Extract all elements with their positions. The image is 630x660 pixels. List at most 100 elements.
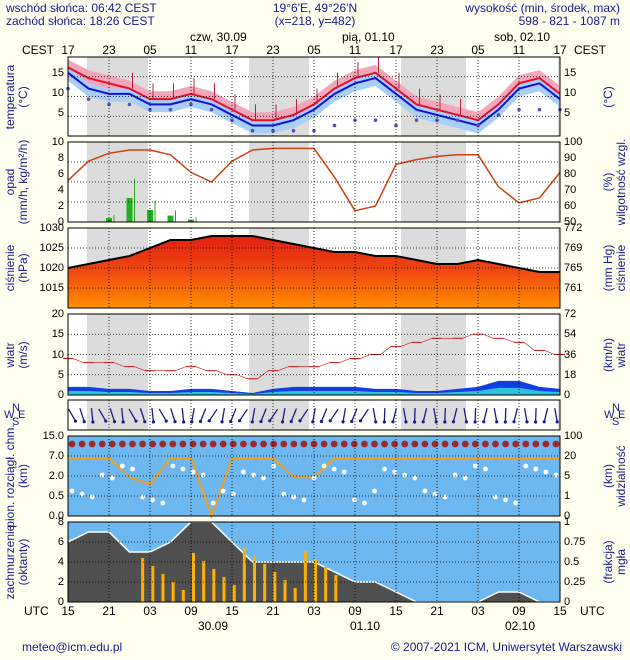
left-tick-precip: 6 — [57, 168, 64, 180]
left-label-wind: (m/s) — [16, 340, 30, 369]
left-tick-wind: 20 — [51, 308, 64, 320]
cloud-base-point — [543, 469, 549, 475]
left-tick-precip: 4 — [57, 184, 64, 196]
cloud-base-point — [99, 472, 105, 478]
gust-link — [462, 333, 474, 339]
cloud-top-point — [260, 440, 267, 448]
cloud-top-point — [512, 440, 520, 448]
right-tick-visibility: 0 — [564, 510, 571, 522]
wind-direction-arrow — [128, 408, 137, 422]
dewpoint-point — [537, 107, 542, 112]
right-tick-visibility: 20 — [564, 450, 577, 462]
wind-direction-head — [421, 420, 425, 424]
wind-direction-head — [358, 419, 363, 423]
gust-link — [359, 354, 371, 359]
wind-direction-head — [555, 420, 559, 424]
left-tick-pressure: 1025 — [39, 242, 64, 254]
bottom-hour-label: 15 — [389, 604, 403, 618]
gust-link — [523, 342, 535, 351]
cloud-top-point — [119, 440, 126, 448]
compass-right-w: W — [604, 409, 615, 421]
cloud-top-point — [68, 440, 76, 448]
cloud-base-point — [220, 488, 226, 494]
wind-direction-arrow — [452, 408, 458, 422]
left-tick-cloud: 8 — [57, 516, 64, 528]
fog-bar — [253, 556, 256, 602]
wind-direction-arrow — [158, 408, 167, 422]
left-tick-temperature: 15 — [51, 67, 64, 79]
dewpoint-point — [312, 128, 316, 133]
fog-bar — [283, 580, 287, 602]
top-hour-label: 17 — [553, 43, 567, 57]
right-tick-cloud: 0.25 — [564, 576, 586, 588]
wind-direction-head — [82, 420, 86, 424]
cloud-top-point — [78, 440, 86, 448]
gust-link — [216, 370, 228, 376]
sunrise-text: wschód słońca: 06:42 CEST — [6, 1, 157, 15]
left-label-precip: opad — [3, 168, 17, 196]
dewpoint-point — [517, 107, 521, 112]
right-tick-wind: 54 — [564, 328, 577, 341]
wind-direction-head — [542, 420, 546, 424]
wind-direction-arrow — [191, 407, 195, 423]
left-label-wind: wiatr — [3, 341, 17, 368]
left-tick-visibility: 2.0 — [48, 470, 64, 482]
wind-direction-head — [350, 419, 354, 424]
dewpoint-point — [168, 107, 173, 112]
cloud-top-point — [129, 440, 136, 448]
compass-right-s: S — [612, 416, 620, 428]
right-tick-precip: 80 — [564, 168, 577, 180]
cloud-base-point — [331, 466, 337, 472]
wind-direction-head — [237, 419, 242, 423]
right-tick-temperature: 10 — [564, 87, 577, 99]
cloud-base-point — [472, 463, 478, 469]
wind-direction-head — [173, 420, 177, 424]
top-hour-label: 23 — [102, 43, 116, 57]
left-tick-visibility: 7.0 — [48, 450, 64, 462]
precip-bar — [167, 215, 174, 222]
fog-bar — [161, 574, 165, 602]
right-label-wind: (km/h) — [601, 337, 615, 372]
cloud-top-point — [209, 440, 217, 448]
wind-direction-head — [104, 419, 108, 423]
right-tick-wind: 18 — [564, 368, 577, 381]
fog-bar — [181, 590, 185, 602]
left-label-temperature: (°C) — [16, 85, 30, 108]
bottom-hour-label: 15 — [553, 604, 567, 618]
cloud-base-point — [69, 488, 75, 494]
wind-direction-arrow — [238, 408, 248, 422]
wind-direction-head — [151, 420, 155, 424]
wind-direction-head — [525, 420, 529, 424]
cloud-base-point — [503, 497, 508, 503]
wind-direction-arrow — [392, 408, 397, 422]
cloud-top-point — [532, 440, 540, 448]
wind-direction-head — [289, 419, 293, 424]
dewpoint-point — [455, 118, 460, 122]
fog-bar — [263, 564, 267, 602]
left-tick-precip: 0 — [57, 216, 64, 228]
left-tick-temperature: 10 — [51, 87, 64, 99]
left-tick-precip: 10 — [51, 136, 64, 148]
footer-email[interactable]: meteo@icm.edu.pl — [22, 640, 123, 654]
left-tick-precip: 2 — [57, 200, 64, 212]
wind-direction-head — [73, 419, 78, 423]
right-tick-visibility: 5 — [564, 470, 571, 482]
dewpoint-point — [86, 97, 91, 101]
right-tick-pressure: 769 — [564, 242, 583, 254]
cloud-top-point — [492, 440, 499, 448]
right-tick-wind: 0 — [564, 389, 571, 401]
bottom-hour-label: 03 — [143, 604, 157, 618]
left-tick-temperature: 5 — [57, 107, 64, 119]
top-hour-label: 11 — [348, 43, 362, 57]
cloud-top-point — [461, 440, 469, 448]
wind-direction-head — [451, 420, 456, 424]
wind-direction-head — [250, 420, 254, 424]
cloud-top-point — [320, 440, 328, 448]
wind-direction-arrow — [433, 407, 437, 423]
panel-cloud — [67, 521, 561, 603]
fog-bar — [232, 585, 236, 602]
right-tick-cloud: 1 — [564, 516, 571, 528]
wind-direction-head — [495, 420, 499, 424]
compass-right-n: N — [612, 402, 620, 414]
